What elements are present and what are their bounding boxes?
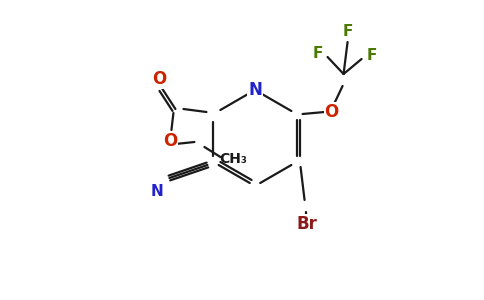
- Text: F: F: [366, 49, 377, 64]
- Text: F: F: [342, 25, 353, 40]
- Text: N: N: [151, 184, 164, 199]
- Text: CH₃: CH₃: [219, 152, 247, 166]
- Text: O: O: [152, 70, 166, 88]
- Text: O: O: [324, 103, 339, 121]
- Text: F: F: [312, 46, 323, 62]
- Text: O: O: [163, 132, 178, 150]
- Text: Br: Br: [296, 215, 317, 233]
- Text: N: N: [248, 81, 262, 99]
